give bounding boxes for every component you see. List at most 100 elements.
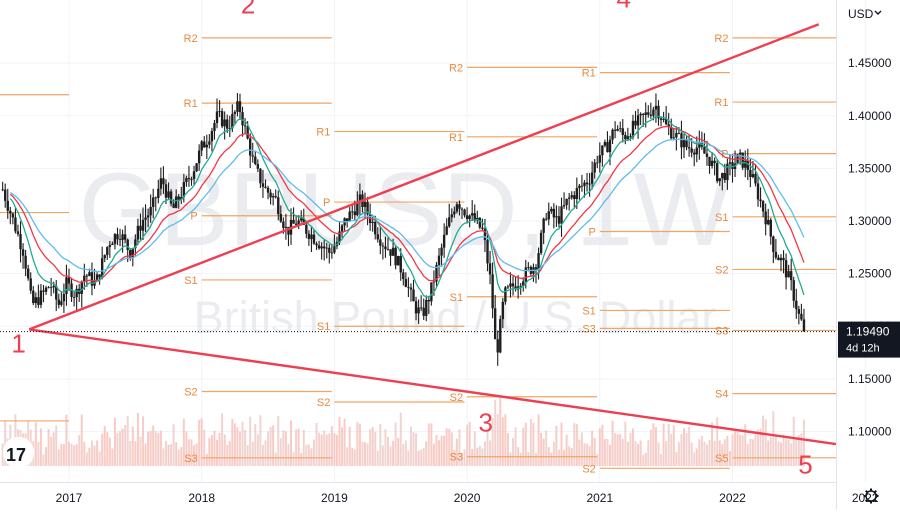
pivot-label: S5	[715, 453, 728, 465]
candle-body	[624, 134, 627, 140]
volume-bar	[177, 449, 180, 466]
candle-body	[404, 279, 408, 287]
plot-area[interactable]: R2 R1 P S1 S2 S3 R1 P S1 R1 P S1 S2 R2 R1 S1 S2 S3 R1 P S1 S3…	[0, 0, 863, 480]
volume-bar	[458, 429, 461, 466]
candle-body	[190, 178, 193, 180]
volume-bar	[164, 441, 167, 466]
trendlines	[28, 23, 836, 446]
candle-body	[381, 245, 385, 247]
volume-bar	[226, 444, 229, 466]
candle-body	[121, 234, 124, 240]
candle-body	[317, 245, 321, 249]
watermark-symbol: GBPUSD, 1W	[79, 152, 732, 268]
volume-bar	[790, 443, 793, 466]
candle-body	[565, 198, 568, 206]
candle-body	[49, 287, 53, 289]
candle-body	[162, 178, 165, 185]
tradingview-logo[interactable]: 17	[3, 437, 34, 468]
candle-body	[386, 249, 390, 250]
candle-body	[294, 223, 298, 225]
volume-bar	[85, 452, 88, 466]
volume-bar	[532, 423, 535, 466]
volume-bar	[772, 411, 775, 466]
candle-body	[320, 246, 323, 249]
watermark: GBPUSD, 1W British Pound / U.S. Dollar	[79, 152, 732, 343]
candle-body	[80, 281, 83, 294]
candle-body	[705, 153, 709, 157]
volume-bar	[713, 440, 716, 466]
volume-bar	[277, 415, 280, 466]
wave-label: 4	[616, 0, 630, 13]
volume-bar	[644, 452, 647, 466]
candle-body	[682, 139, 686, 148]
volume-bar	[409, 426, 412, 466]
volume-bar	[616, 434, 619, 466]
candle-body	[767, 219, 770, 225]
candle-body	[800, 313, 803, 320]
volume-bar	[491, 418, 494, 466]
candle-body	[345, 218, 349, 222]
volume-bar	[330, 426, 333, 466]
volume-bar	[407, 450, 410, 466]
volume-bar	[629, 432, 632, 466]
candle-body	[621, 128, 624, 135]
candle-body	[728, 162, 732, 164]
candle-body	[16, 231, 20, 235]
candle-body	[47, 287, 50, 289]
candle-body	[29, 278, 32, 291]
candle-body	[218, 111, 221, 112]
candle-body	[134, 239, 137, 249]
candle-body	[52, 286, 55, 288]
candle-body	[710, 160, 714, 166]
candle-body	[412, 289, 415, 302]
candle-body	[376, 234, 379, 240]
tv-logo-mark[interactable]: 17	[6, 445, 26, 465]
volume-bar	[149, 430, 152, 466]
candle-body	[251, 155, 254, 157]
candle-body	[185, 178, 188, 183]
y-tick-label: 1.30000	[848, 214, 892, 228]
volume-bar	[417, 450, 420, 466]
candle-body	[606, 142, 609, 153]
volume-bar	[96, 440, 99, 466]
volume-bar	[455, 438, 458, 466]
candle-body	[603, 142, 607, 146]
pivot-label: S1	[184, 275, 197, 287]
volume-bar	[292, 452, 295, 466]
candle-body	[560, 206, 563, 224]
volume-bar	[264, 440, 267, 466]
volume-bar	[75, 444, 78, 466]
volume-bar	[369, 429, 372, 466]
candle-body	[399, 255, 402, 273]
pivot-label: S1	[317, 321, 330, 333]
volume-bar	[430, 423, 433, 466]
volume-bar	[223, 434, 226, 466]
candle-body	[180, 197, 183, 200]
volume-bar	[394, 422, 397, 466]
candle-body	[113, 234, 117, 244]
volume-bar	[351, 447, 354, 466]
candle-body	[629, 136, 632, 138]
volume-bar	[473, 431, 476, 466]
volume-bar	[483, 441, 486, 466]
currency-selector[interactable]: USD	[848, 7, 882, 21]
volume-bar	[578, 439, 581, 466]
volume-bar	[47, 429, 50, 466]
volume-bar	[241, 421, 244, 466]
candle-body	[103, 255, 106, 259]
volume-bar	[392, 440, 395, 466]
volume-bar	[310, 448, 313, 466]
volume-bar	[182, 418, 185, 466]
candle-body	[654, 105, 658, 110]
volume-bar	[736, 432, 739, 466]
price-label: 1.19490 4d 12h	[838, 321, 900, 358]
chevron-down-icon[interactable]	[874, 10, 882, 15]
volume-bar	[670, 433, 673, 466]
currency-label[interactable]: USD	[848, 7, 874, 21]
candle-body	[764, 211, 767, 225]
settings-button[interactable]	[863, 488, 879, 504]
candle-body	[698, 142, 701, 148]
candle-body	[567, 197, 571, 199]
candle-body	[432, 281, 436, 283]
